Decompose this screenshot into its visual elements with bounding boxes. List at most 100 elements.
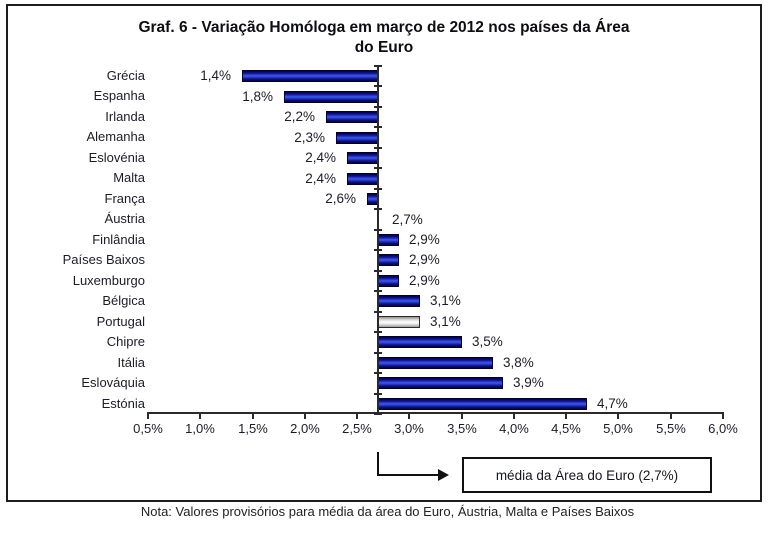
- x-tick-label: 1,0%: [185, 421, 215, 436]
- x-tick-label: 5,0%: [603, 421, 633, 436]
- category-label: França: [104, 190, 145, 206]
- x-axis-line: [147, 412, 724, 414]
- bar: [378, 316, 420, 328]
- category-axis-tick: [374, 413, 382, 415]
- bar: [378, 254, 399, 266]
- bar: [347, 173, 378, 185]
- chart-title: Graf. 6 - Variação Homóloga em março de …: [8, 18, 760, 59]
- value-label: 1,8%: [242, 89, 273, 104]
- x-tick-label: 5,5%: [656, 421, 686, 436]
- x-tick-label: 1,5%: [238, 421, 268, 436]
- x-axis-tick: [252, 414, 254, 419]
- value-label: 3,8%: [503, 355, 534, 370]
- value-label: 2,9%: [409, 232, 440, 247]
- average-arrow-vertical-line: [377, 452, 379, 476]
- average-annotation-box: média da Área do Euro (2,7%): [462, 457, 712, 493]
- category-axis-line: [377, 66, 379, 414]
- category-label: Eslovénia: [88, 149, 145, 165]
- category-axis-tick: [374, 188, 382, 190]
- category-axis-tick: [374, 311, 382, 313]
- category-label: Grécia: [106, 68, 145, 83]
- x-axis-tick: [722, 414, 724, 419]
- chart-border-box: Graf. 6 - Variação Homóloga em março de …: [6, 4, 762, 502]
- x-tick-label: 4,0%: [499, 421, 529, 436]
- value-label: 2,3%: [294, 130, 325, 145]
- value-label: 2,7%: [392, 212, 423, 227]
- category-label: Itália: [117, 354, 145, 370]
- category-axis-tick: [374, 352, 382, 354]
- bar: [336, 132, 378, 144]
- x-tick-label: 3,0%: [394, 421, 424, 436]
- category-label: Bélgica: [102, 293, 145, 309]
- value-label: 3,1%: [430, 293, 461, 308]
- value-label: 2,6%: [325, 191, 356, 206]
- x-axis-tick: [356, 414, 358, 419]
- category-axis-tick: [374, 147, 382, 149]
- value-label: 1,4%: [200, 68, 231, 83]
- value-label: 2,4%: [305, 171, 336, 186]
- category-axis-tick: [374, 126, 382, 128]
- x-tick-label: 4,5%: [551, 421, 581, 436]
- bar: [284, 91, 378, 103]
- average-arrow-head-icon: [438, 469, 449, 481]
- x-tick-label: 0,5%: [133, 421, 163, 436]
- category-axis-tick: [374, 290, 382, 292]
- category-axis-tick: [374, 85, 382, 87]
- bar: [326, 111, 378, 123]
- x-axis-tick: [670, 414, 672, 419]
- chart-title-text: Graf. 6 - Variação Homóloga em março de …: [138, 19, 630, 57]
- category-axis-tick: [374, 167, 382, 169]
- category-label: Estónia: [101, 395, 145, 411]
- x-axis-tick: [304, 414, 306, 419]
- bar: [378, 377, 503, 389]
- category-label: Espanha: [93, 88, 145, 104]
- average-annotation-label: média da Área do Euro (2,7%): [495, 467, 679, 483]
- x-axis-tick: [617, 414, 619, 419]
- value-label: 2,9%: [409, 273, 440, 288]
- x-axis-tick: [513, 414, 515, 419]
- bar: [378, 275, 399, 287]
- bar: [378, 398, 587, 410]
- bar: [378, 295, 420, 307]
- category-label: Países Baixos: [62, 252, 145, 268]
- value-label: 2,2%: [284, 109, 315, 124]
- category-axis-tick: [374, 208, 382, 210]
- category-axis-tick: [374, 106, 382, 108]
- x-tick-label: 6,0%: [708, 421, 738, 436]
- category-label: Luxemburgo: [72, 272, 145, 288]
- category-label: Irlanda: [105, 108, 145, 124]
- bar: [378, 357, 493, 369]
- x-tick-label: 2,5%: [342, 421, 372, 436]
- x-axis-tick: [408, 414, 410, 419]
- category-label: Portugal: [96, 313, 145, 329]
- category-label: Eslováquia: [81, 375, 145, 391]
- value-label: 2,9%: [409, 252, 440, 267]
- bar: [242, 70, 378, 82]
- bar: [378, 234, 399, 246]
- x-axis-tick: [199, 414, 201, 419]
- x-axis-tick: [147, 414, 149, 419]
- category-label: Alemanha: [86, 129, 145, 145]
- category-axis-tick: [374, 65, 382, 67]
- category-label: Chipre: [106, 334, 145, 350]
- value-label: 4,7%: [597, 396, 628, 411]
- category-axis-tick: [374, 372, 382, 374]
- x-tick-label: 3,5%: [447, 421, 477, 436]
- category-axis-tick: [374, 270, 382, 272]
- bar: [347, 152, 378, 164]
- footnote: Nota: Valores provisórios para média da …: [140, 504, 635, 519]
- category-label: Finlândia: [92, 231, 145, 247]
- average-arrow-horizontal-line: [377, 474, 439, 476]
- x-tick-label: 2,0%: [290, 421, 320, 436]
- category-axis-tick: [374, 393, 382, 395]
- category-label: Malta: [113, 170, 145, 186]
- bar: [378, 336, 462, 348]
- category-axis-tick: [374, 229, 382, 231]
- category-axis-tick: [374, 331, 382, 333]
- value-label: 2,4%: [305, 150, 336, 165]
- category-axis-tick: [374, 249, 382, 251]
- x-axis-tick: [565, 414, 567, 419]
- value-label: 3,5%: [472, 334, 503, 349]
- value-label: 3,1%: [430, 314, 461, 329]
